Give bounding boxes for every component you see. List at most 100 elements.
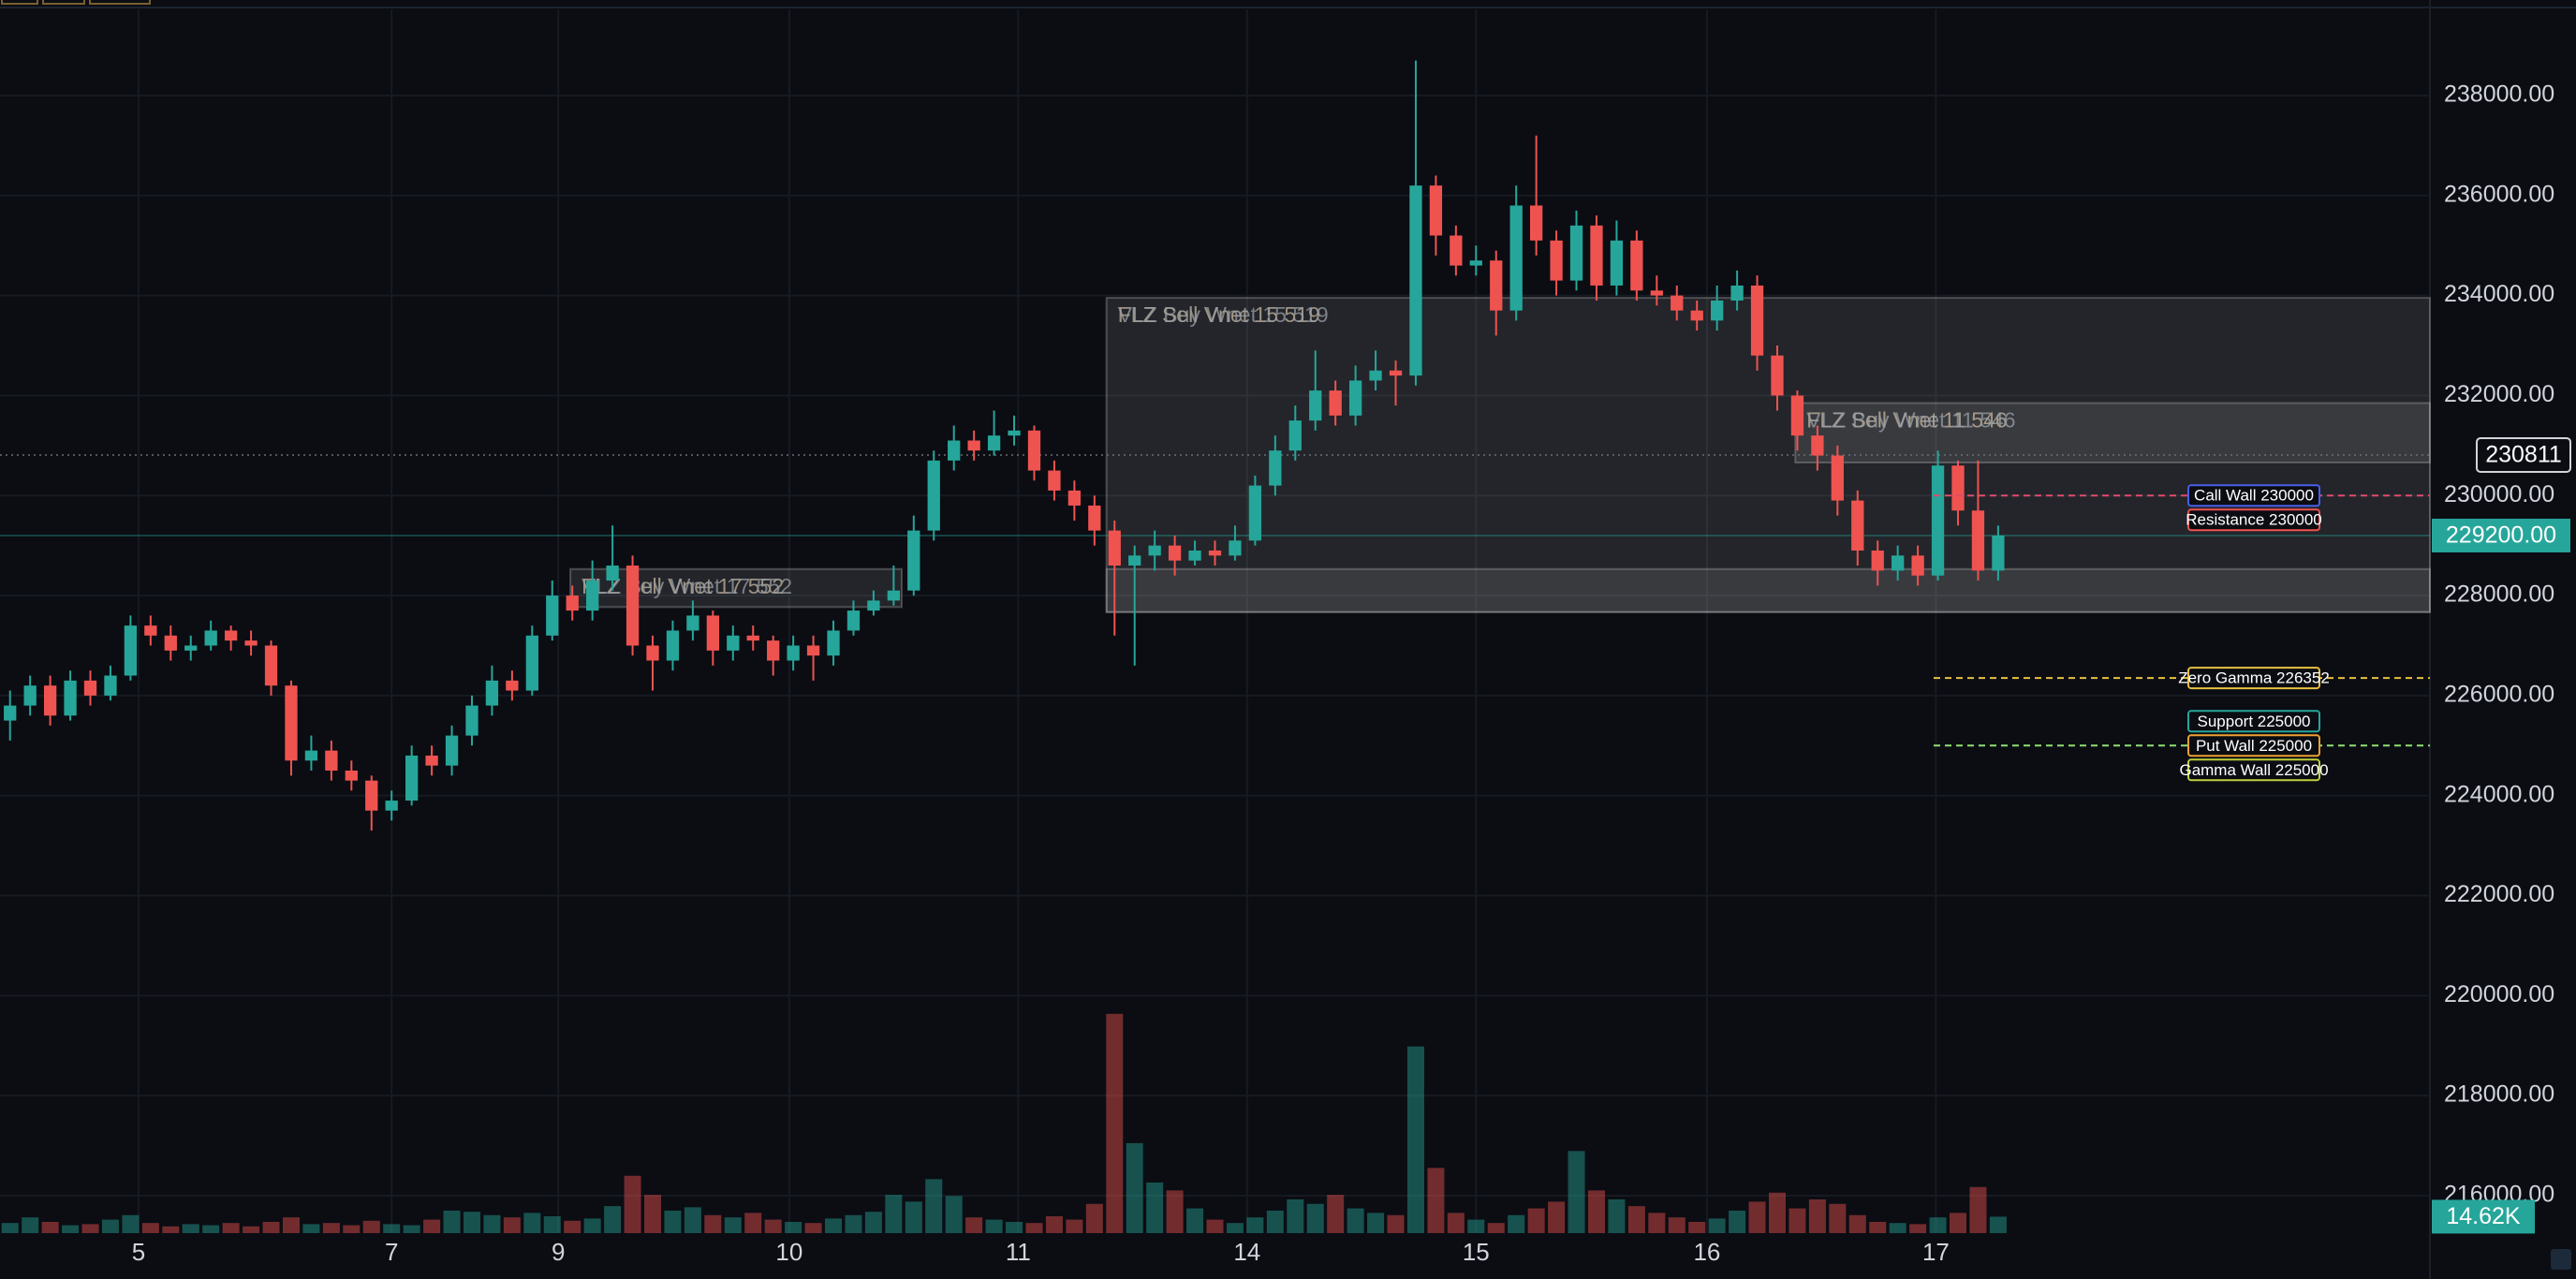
- candle-body: [927, 460, 940, 531]
- toolbar-button[interactable]: [1, 0, 38, 5]
- volume-bar: [1066, 1219, 1083, 1233]
- volume-bar: [1748, 1201, 1766, 1233]
- y-tick-label: 230000.00: [2444, 481, 2554, 507]
- candle-body: [104, 675, 117, 696]
- fullscreen-button[interactable]: [2551, 1249, 2571, 1270]
- candle-body: [1389, 370, 1403, 376]
- volume-bar: [1729, 1210, 1746, 1233]
- candle-body: [184, 645, 198, 651]
- candle-body: [1911, 555, 1924, 576]
- volume-bar: [1608, 1198, 1626, 1233]
- toolbar-button[interactable]: [89, 0, 151, 5]
- candle-body: [1831, 455, 1844, 501]
- volume-bar: [523, 1213, 541, 1233]
- candle-body: [1650, 290, 1663, 296]
- candle-body: [1971, 510, 1985, 571]
- candle-body: [1992, 535, 2005, 571]
- volume-bar: [1508, 1214, 1525, 1233]
- candle-body: [1450, 235, 1463, 266]
- volume-bar: [543, 1215, 561, 1233]
- candle-body: [1067, 490, 1082, 506]
- y-tick-label: 222000.00: [2444, 881, 2554, 907]
- volume-bar: [503, 1217, 521, 1233]
- candle-body: [164, 635, 177, 651]
- toolbar: [0, 0, 2576, 8]
- zone-label: VLZ Buy Wnet 11 546: [1806, 408, 2015, 433]
- y-tick-label: 226000.00: [2444, 681, 2554, 707]
- volume-bar: [1045, 1215, 1063, 1233]
- candle-body: [124, 625, 138, 676]
- candle-body: [907, 530, 920, 591]
- candle-body: [465, 705, 478, 736]
- candle-body: [827, 630, 840, 656]
- candle-body: [1750, 285, 1764, 356]
- volume-bar: [423, 1219, 441, 1233]
- volume-bar: [1929, 1217, 1947, 1233]
- y-tick-label: 228000.00: [2444, 581, 2554, 608]
- x-tick-label: 10: [775, 1238, 802, 1266]
- candle-body: [1490, 260, 1503, 311]
- candle-body: [365, 780, 378, 811]
- candle-body: [727, 635, 740, 651]
- last-price-badge: [2432, 518, 2570, 552]
- candle-body: [1027, 430, 1041, 471]
- candle-body: [1569, 225, 1583, 281]
- y-tick-label: 232000.00: [2444, 381, 2554, 407]
- volume-bar: [764, 1219, 782, 1233]
- volume-bar: [122, 1214, 140, 1233]
- x-tick-label: 16: [1693, 1238, 1720, 1266]
- volume-bar: [1548, 1201, 1566, 1233]
- volume-bar: [202, 1225, 220, 1233]
- volume-bar: [141, 1223, 159, 1233]
- volume-bar: [1668, 1217, 1685, 1233]
- candle-body: [586, 581, 599, 611]
- level-label-box: [2187, 667, 2320, 690]
- candle-body: [1248, 485, 1262, 541]
- candle-body: [1931, 465, 1945, 576]
- volume-bar: [1186, 1208, 1204, 1233]
- volume-bar: [1487, 1223, 1505, 1233]
- volume-bar: [785, 1221, 802, 1233]
- y-tick-label: 236000.00: [2444, 181, 2554, 207]
- volume-bar: [362, 1220, 380, 1233]
- volume-bar: [1006, 1221, 1023, 1233]
- volume-bar: [1829, 1203, 1847, 1233]
- volume-bar: [443, 1210, 461, 1233]
- candle-body: [1269, 450, 1282, 486]
- volume-bar: [1889, 1223, 1906, 1233]
- candle-body: [1951, 465, 1965, 511]
- zone: [1794, 402, 2431, 464]
- candle-body: [987, 435, 1001, 451]
- volume-bar: [1166, 1190, 1184, 1233]
- candle-body: [64, 680, 77, 716]
- level-label: Support 225000: [2198, 713, 2311, 730]
- crosshair-label: 230811: [2485, 442, 2562, 468]
- last-volume-label: 14.62K: [2446, 1203, 2521, 1229]
- volume-bar: [845, 1214, 862, 1233]
- level-label-box: [2187, 508, 2320, 532]
- zone-label: VLZ Buy Wnet 15 519: [1118, 302, 1329, 327]
- candle-body: [285, 685, 298, 761]
- candle-body: [1429, 185, 1443, 236]
- volume-bar: [965, 1217, 983, 1233]
- candle-body: [506, 680, 519, 691]
- volume-bar: [1447, 1213, 1465, 1233]
- candle-body: [846, 610, 861, 631]
- candle-body: [385, 801, 398, 811]
- candle-body: [1871, 551, 1884, 571]
- candle-body: [4, 705, 17, 721]
- volume-bar: [724, 1217, 742, 1233]
- toolbar-button[interactable]: [42, 0, 85, 5]
- candle-body: [1509, 205, 1523, 311]
- volume-bar: [1025, 1223, 1043, 1233]
- volume-bar: [604, 1206, 622, 1233]
- volume-bar: [1287, 1198, 1304, 1233]
- x-tick-label: 15: [1463, 1238, 1490, 1266]
- zone: [1105, 567, 2431, 613]
- candle-body: [405, 755, 419, 801]
- volume-bar: [684, 1207, 701, 1233]
- candle-body: [23, 685, 37, 706]
- volume-bar: [1306, 1203, 1324, 1233]
- last-volume-badge: [2432, 1199, 2535, 1234]
